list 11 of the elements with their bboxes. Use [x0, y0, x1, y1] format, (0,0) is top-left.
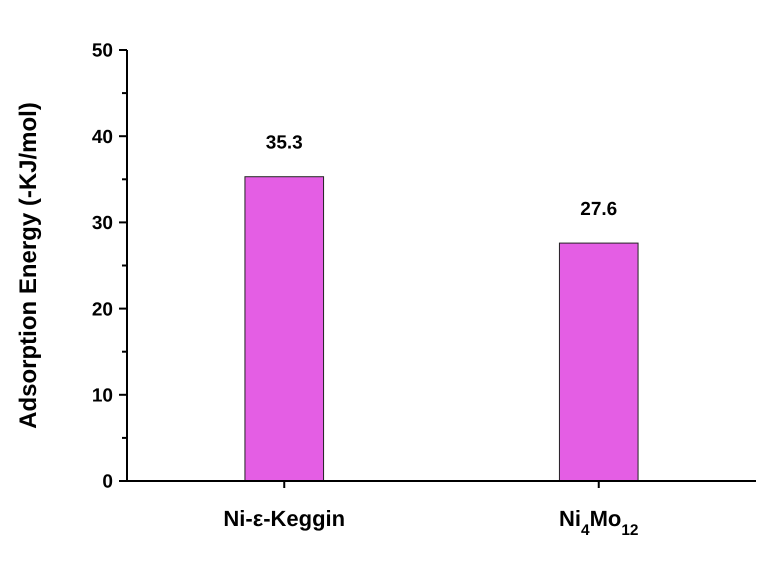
y-tick-label: 10 — [92, 385, 113, 406]
x-tick-label: Ni-ε-Keggin — [223, 506, 346, 531]
y-tick-label: 40 — [92, 126, 113, 148]
y-tick-label: 20 — [92, 299, 113, 320]
data-label: 35.3 — [266, 132, 303, 154]
y-tick-label: 50 — [92, 40, 113, 62]
y-tick-label: 0 — [102, 472, 113, 493]
data-label: 27.6 — [580, 199, 618, 220]
y-axis-title: Adsorption Energy (-KJ/mol) — [15, 102, 42, 429]
x-tick-label: Ni$_{4}$Mo$_{12}$ — [559, 506, 638, 538]
y-tick-label: 30 — [92, 213, 113, 234]
